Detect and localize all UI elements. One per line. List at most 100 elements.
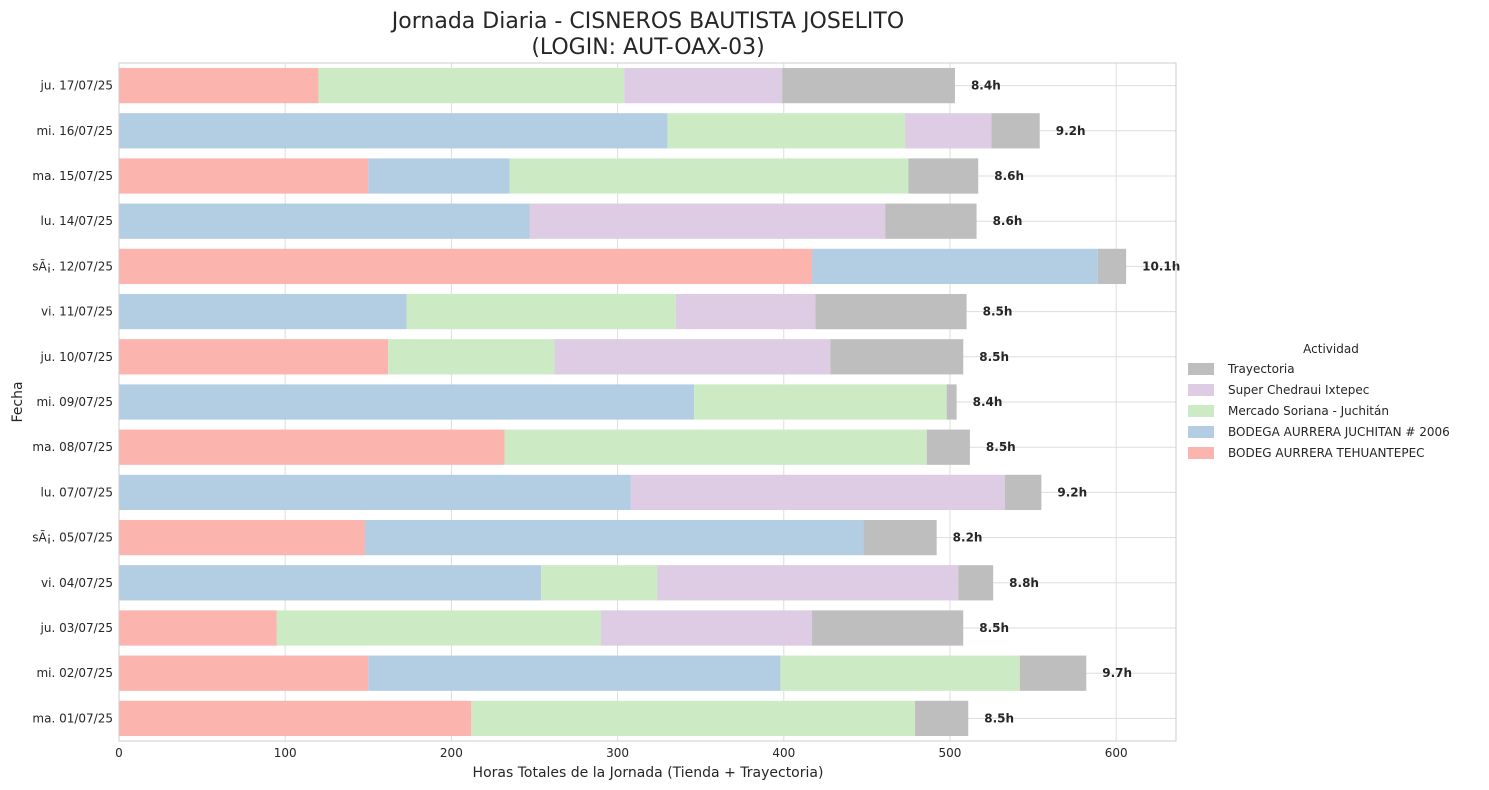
bar-segment xyxy=(624,67,783,104)
total-label: 9.7h xyxy=(1102,666,1132,680)
bar-segment xyxy=(368,655,781,691)
bar-segment xyxy=(318,67,625,104)
x-tick-label: 200 xyxy=(440,746,463,760)
y-tick-label: mi. 09/07/25 xyxy=(36,395,113,409)
y-tick-label: sÃ¡. 05/07/25 xyxy=(32,530,113,545)
legend-swatch xyxy=(1188,363,1214,375)
total-label: 8.5h xyxy=(986,440,1016,454)
y-tick-label: ma. 08/07/25 xyxy=(32,440,113,454)
bar-segment xyxy=(119,339,389,375)
bar-segment xyxy=(667,113,906,149)
legend: Actividad Trayectoria Super Chedraui Ixte… xyxy=(1188,342,1450,460)
y-tick-label: lu. 07/07/25 xyxy=(41,485,113,499)
plot-frame xyxy=(118,62,1177,742)
bar-segment xyxy=(119,203,530,239)
bar-segment xyxy=(119,293,407,330)
legend-entry: BODEG AURRERA TEHUANTEPEC xyxy=(1228,446,1425,460)
bar-segment xyxy=(368,158,510,194)
bar-segment xyxy=(630,474,1005,511)
bar-segment xyxy=(119,429,505,465)
bar-segment xyxy=(364,519,864,556)
bar-segment xyxy=(388,339,555,375)
bar-segment xyxy=(119,158,369,194)
bar-segment xyxy=(863,519,937,556)
bar-segment xyxy=(782,67,955,104)
y-tick-label: lu. 14/07/25 xyxy=(41,214,113,228)
bar-segment xyxy=(926,429,970,465)
y-tick-label: ju. 10/07/25 xyxy=(40,350,113,364)
bar-segment xyxy=(119,610,277,646)
bar-segment xyxy=(885,203,977,239)
bar-segment xyxy=(815,293,967,330)
legend-entry: BODEGA AURRERA JUCHITAN # 2006 xyxy=(1228,425,1450,439)
bar-segment xyxy=(657,565,959,601)
y-tick-label: mi. 16/07/25 xyxy=(36,124,113,138)
bar-segment xyxy=(600,610,813,646)
bar-segment xyxy=(119,474,631,511)
bar-segment xyxy=(541,565,658,601)
bar-segment xyxy=(812,610,964,646)
bar-segment xyxy=(1097,248,1127,285)
total-label: 8.5h xyxy=(984,711,1014,725)
total-label: 9.2h xyxy=(1056,124,1086,138)
y-tick-label: ma. 15/07/25 xyxy=(32,169,113,183)
bar-segment xyxy=(509,158,909,194)
y-tick-label: sÃ¡. 12/07/25 xyxy=(32,258,113,273)
bar-segment xyxy=(406,293,676,330)
x-axis-label: Horas Totales de la Jornada (Tienda + Tr… xyxy=(473,765,824,781)
bar-segment xyxy=(119,67,319,104)
legend-entry: Mercado Soriana - Juchitán xyxy=(1228,404,1389,418)
total-labels-group: 8.4h 9.2h 8.6h 8.6h 10.1h 8.5h 8.5h 8.4h 8.5h 9.2… xyxy=(953,79,1181,726)
bar-segment xyxy=(504,429,927,465)
total-label: 8.4h xyxy=(971,79,1001,93)
bar-segment xyxy=(119,113,668,149)
total-label: 8.8h xyxy=(1009,576,1039,590)
y-tick-labels: ju. 17/07/25 mi. 16/07/25 ma. 15/07/25 lu. … xyxy=(32,79,113,726)
bar-segment xyxy=(119,384,695,420)
bar-segment xyxy=(276,610,601,646)
x-tick-label: 500 xyxy=(939,746,962,760)
y-tick-label: vi. 04/07/25 xyxy=(41,576,113,590)
x-tick-labels: 0 100 200 300 400 500 600 xyxy=(115,746,1127,760)
bar-segment xyxy=(915,700,969,737)
bar-segment xyxy=(119,655,369,691)
chart-title: Jornada Diaria - CISNEROS BAUTISTA JOSEL… xyxy=(390,9,904,34)
total-label: 8.5h xyxy=(983,305,1013,319)
bar-segment xyxy=(119,519,365,556)
x-tick-label: 600 xyxy=(1105,746,1128,760)
bar-segment xyxy=(675,293,816,330)
x-tick-label: 300 xyxy=(606,746,629,760)
bar-segment xyxy=(1004,474,1042,511)
legend-entry: Super Chedraui Ixtepec xyxy=(1228,383,1369,397)
x-tick-label: 0 xyxy=(115,746,123,760)
bar-segment xyxy=(958,565,994,601)
y-tick-label: ju. 17/07/25 xyxy=(40,79,113,93)
chart-subtitle: (LOGIN: AUT-OAX-03) xyxy=(531,35,764,60)
bar-segment xyxy=(991,113,1040,149)
bar-segment xyxy=(908,158,979,194)
total-label: 9.2h xyxy=(1057,485,1087,499)
y-tick-label: vi. 11/07/25 xyxy=(41,305,113,319)
bar-segment xyxy=(119,565,542,601)
total-label: 8.4h xyxy=(973,395,1003,409)
legend-swatch xyxy=(1188,447,1214,459)
total-label: 8.6h xyxy=(993,214,1023,228)
bar-segment xyxy=(905,113,992,149)
bar-segment xyxy=(830,339,964,375)
y-axis-label: Fecha xyxy=(10,381,26,422)
bar-segment xyxy=(471,700,916,737)
x-tick-label: 400 xyxy=(772,746,795,760)
bar-segment xyxy=(946,384,957,420)
total-label: 8.5h xyxy=(979,621,1009,635)
x-tick-label: 100 xyxy=(274,746,297,760)
legend-swatch xyxy=(1188,384,1214,396)
legend-entry: Trayectoria xyxy=(1227,362,1295,376)
total-label: 8.6h xyxy=(994,169,1024,183)
total-label: 8.5h xyxy=(979,350,1009,364)
bar-segment xyxy=(780,655,1020,691)
bar-segment xyxy=(529,203,886,239)
bar-segment xyxy=(119,700,472,737)
bar-segment xyxy=(812,248,1098,285)
bar-segment xyxy=(554,339,831,375)
